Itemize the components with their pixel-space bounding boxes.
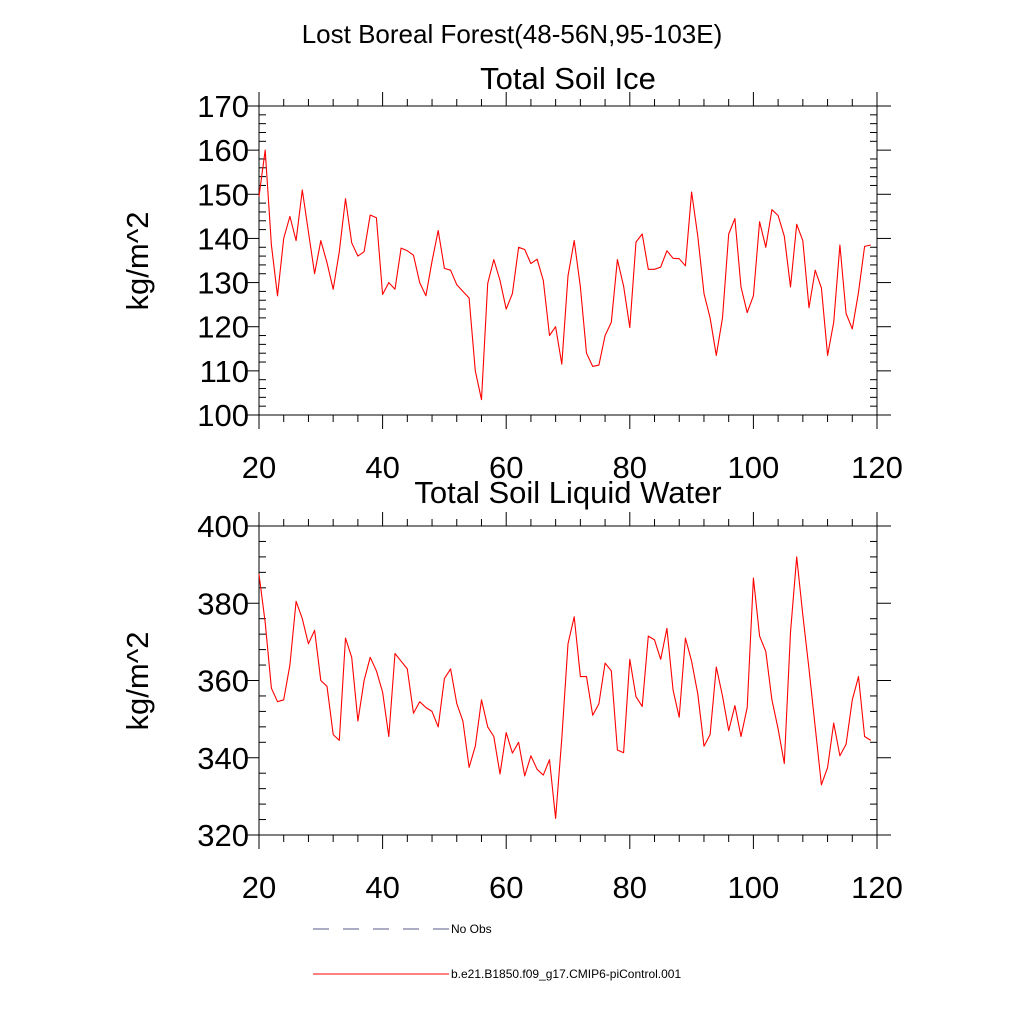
panel-total-soil-ice: Total Soil Ice kg/m^2 20 40 60 80 100 120 100 1… xyxy=(120,61,903,485)
figure-title: Lost Boreal Forest(48-56N,95-103E) xyxy=(302,19,723,49)
y-tick-label: 110 xyxy=(200,354,249,389)
y-axis-label: kg/m^2 xyxy=(120,632,155,731)
x-tick-label: 80 xyxy=(613,450,647,485)
legend-label-model: b.e21.B1850.f09_g17.CMIP6-piControl.001 xyxy=(451,967,681,981)
x-tick-label: 60 xyxy=(489,450,523,485)
y-tick-label: 360 xyxy=(197,664,249,699)
y-tick-label: 160 xyxy=(197,133,249,168)
y-tick-label: 340 xyxy=(197,741,249,776)
x-tick-label: 80 xyxy=(613,870,647,905)
y-tick-label: 140 xyxy=(197,221,249,256)
y-tick-label: 380 xyxy=(197,586,249,621)
x-tick-label: 20 xyxy=(242,450,276,485)
series-line xyxy=(258,556,872,819)
x-tick-label: 100 xyxy=(728,870,780,905)
panel-title: Total Soil Liquid Water xyxy=(414,475,721,510)
legend: No Obs b.e21.B1850.f09_g17.CMIP6-piContr… xyxy=(313,922,681,981)
series-line xyxy=(258,149,871,401)
panel-title: Total Soil Ice xyxy=(480,61,656,96)
x-tick-label: 20 xyxy=(242,870,276,905)
y-tick-label: 120 xyxy=(197,310,249,345)
y-tick-label: 150 xyxy=(197,177,249,212)
x-tick-label: 40 xyxy=(365,870,399,905)
legend-label-no-obs: No Obs xyxy=(451,922,492,936)
plot-frame xyxy=(258,105,878,416)
y-tick-label: 170 xyxy=(197,89,249,124)
y-tick-label: 100 xyxy=(197,398,249,433)
x-tick-label: 120 xyxy=(851,870,903,905)
y-tick-label: 400 xyxy=(197,509,249,544)
x-tick-label: 60 xyxy=(489,870,523,905)
y-tick-label: 130 xyxy=(197,266,249,301)
x-tick-label: 100 xyxy=(728,450,780,485)
panel-total-soil-liquid-water: Total Soil Liquid Water kg/m^2 20 40 60 80 1… xyxy=(120,475,903,905)
x-tick-label: 120 xyxy=(851,450,903,485)
y-axis-label: kg/m^2 xyxy=(120,212,155,311)
y-tick-label: 320 xyxy=(197,818,249,853)
x-tick-label: 40 xyxy=(365,450,399,485)
